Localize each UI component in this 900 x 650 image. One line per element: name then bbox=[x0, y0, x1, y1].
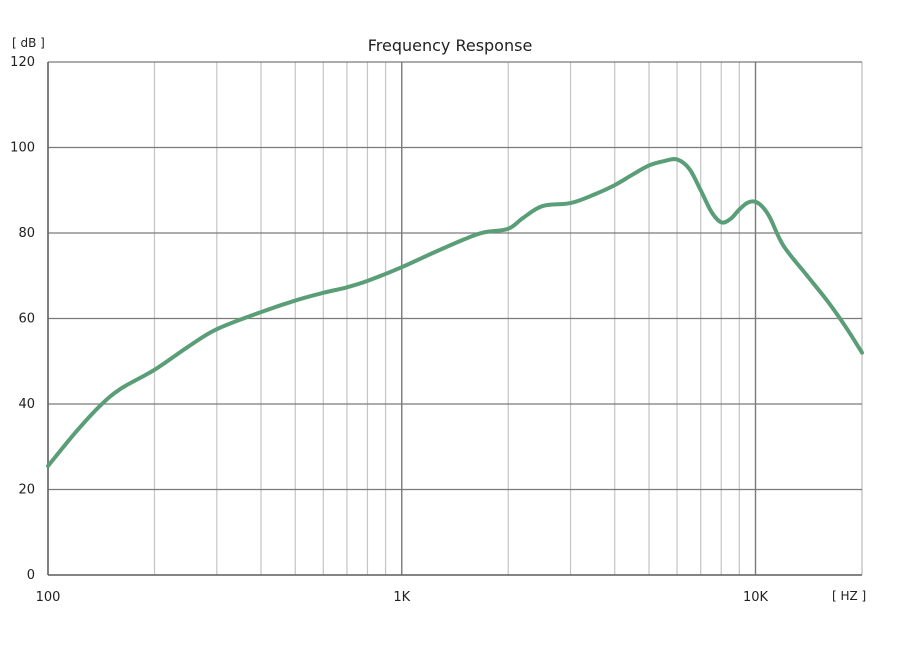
x-tick-label: 1K bbox=[393, 590, 410, 605]
y-tick-label: 60 bbox=[18, 312, 35, 327]
grid-lines bbox=[47, 61, 863, 576]
x-tick-label: 100 bbox=[36, 590, 61, 605]
chart-title: Frequency Response bbox=[368, 36, 533, 55]
y-tick-label: 20 bbox=[18, 483, 35, 498]
y-tick-label: 80 bbox=[18, 226, 35, 241]
axes bbox=[47, 62, 862, 576]
frequency-response-line bbox=[46, 157, 864, 468]
x-axis-unit-label: [ HZ ] bbox=[832, 589, 866, 603]
y-tick-label: 40 bbox=[18, 397, 35, 412]
x-tick-label: 10K bbox=[743, 590, 769, 605]
y-axis-unit-label: [ dB ] bbox=[12, 36, 45, 50]
series-layer bbox=[46, 157, 864, 468]
tick-labels: 0 20 40 60 80 100 120 100 1K 10K bbox=[10, 55, 768, 605]
y-tick-label: 120 bbox=[10, 55, 35, 70]
y-tick-label: 100 bbox=[10, 141, 35, 156]
y-tick-label: 0 bbox=[27, 568, 35, 583]
